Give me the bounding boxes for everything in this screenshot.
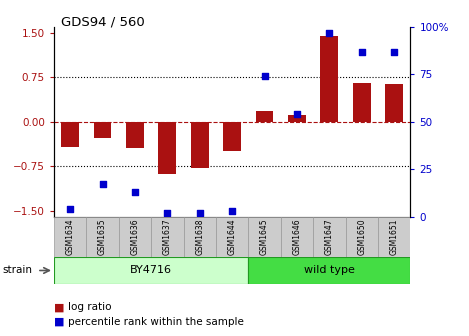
Bar: [191, 122, 209, 168]
Bar: [385, 84, 403, 122]
Bar: [86, 217, 119, 257]
Bar: [54, 217, 86, 257]
Bar: [183, 217, 216, 257]
Bar: [126, 122, 144, 149]
Bar: [159, 122, 176, 174]
Bar: [346, 217, 378, 257]
Point: [131, 190, 139, 195]
Point: [228, 208, 236, 214]
Text: percentile rank within the sample: percentile rank within the sample: [68, 317, 244, 327]
Text: GSM1635: GSM1635: [98, 218, 107, 255]
Bar: [378, 217, 410, 257]
Text: ■: ■: [54, 317, 64, 327]
Text: GDS94 / 560: GDS94 / 560: [61, 15, 145, 28]
Bar: [320, 36, 338, 122]
Text: wild type: wild type: [304, 265, 355, 276]
Text: GSM1638: GSM1638: [195, 219, 204, 255]
Text: GSM1645: GSM1645: [260, 218, 269, 255]
Bar: [61, 122, 79, 147]
Bar: [313, 217, 346, 257]
Bar: [94, 122, 112, 138]
Bar: [151, 217, 183, 257]
Point: [196, 210, 204, 216]
Text: GSM1650: GSM1650: [357, 218, 366, 255]
Text: GSM1651: GSM1651: [390, 219, 399, 255]
Point: [358, 49, 365, 54]
Bar: [54, 257, 249, 284]
Point: [67, 206, 74, 212]
Text: ■: ■: [54, 302, 64, 312]
Bar: [119, 217, 151, 257]
Point: [325, 30, 333, 35]
Text: GSM1644: GSM1644: [227, 218, 237, 255]
Bar: [281, 217, 313, 257]
Bar: [249, 257, 410, 284]
Bar: [216, 217, 249, 257]
Bar: [223, 122, 241, 152]
Bar: [288, 115, 306, 122]
Point: [293, 112, 301, 117]
Point: [261, 74, 268, 79]
Text: GSM1634: GSM1634: [66, 218, 75, 255]
Point: [99, 182, 106, 187]
Text: GSM1636: GSM1636: [130, 218, 139, 255]
Bar: [256, 111, 273, 122]
Text: log ratio: log ratio: [68, 302, 112, 312]
Point: [390, 49, 398, 54]
Text: GSM1637: GSM1637: [163, 218, 172, 255]
Text: GSM1647: GSM1647: [325, 218, 334, 255]
Text: BY4716: BY4716: [130, 265, 172, 276]
Point: [164, 210, 171, 216]
Bar: [353, 83, 371, 122]
Text: GSM1646: GSM1646: [293, 218, 302, 255]
Text: strain: strain: [2, 265, 32, 276]
Bar: [249, 217, 281, 257]
